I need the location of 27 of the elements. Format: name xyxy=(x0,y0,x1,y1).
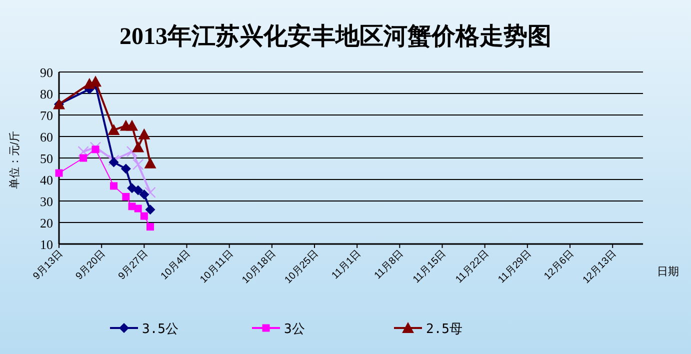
x-tick-label: 11月1日 xyxy=(330,248,364,282)
x-tick-label: 11月29日 xyxy=(496,248,534,286)
x-tick-label: 9月27日 xyxy=(116,248,150,282)
y-axis-title: 单位：元/斤 xyxy=(8,130,21,190)
y-tick-label: 50 xyxy=(40,151,53,166)
legend-label: 3.5公 xyxy=(142,322,178,337)
x-tick-label: 12月13日 xyxy=(581,248,619,286)
x-tick-label: 12月6日 xyxy=(542,248,576,282)
chart-title: 2013年江苏兴化安丰地区河蟹价格走势图 xyxy=(120,23,552,50)
x-tick-label: 11月15日 xyxy=(411,248,448,286)
y-tick-label: 90 xyxy=(40,65,53,80)
x-tick-label: 11月22日 xyxy=(454,248,491,286)
x-tick-label: 10月11日 xyxy=(198,248,236,286)
y-tick-label: 70 xyxy=(40,108,53,123)
y-tick-label: 20 xyxy=(40,216,53,230)
legend-label: 3公 xyxy=(284,322,305,337)
legend-label: 2.5母 xyxy=(426,322,462,337)
x-tick-label: 9月20日 xyxy=(74,248,108,282)
x-tick-label: 11月8日 xyxy=(372,248,406,282)
y-tick-label: 40 xyxy=(40,172,53,188)
y-tick-label: 80 xyxy=(40,86,53,102)
x-tick-label: 10月18日 xyxy=(240,248,278,286)
x-axis-title: 日期 xyxy=(657,266,679,278)
x-tick-label: 10月4日 xyxy=(159,248,193,282)
y-tick-label: 30 xyxy=(40,194,53,209)
x-tick-label: 10月25日 xyxy=(282,248,321,286)
y-tick-label: 60 xyxy=(40,130,53,144)
